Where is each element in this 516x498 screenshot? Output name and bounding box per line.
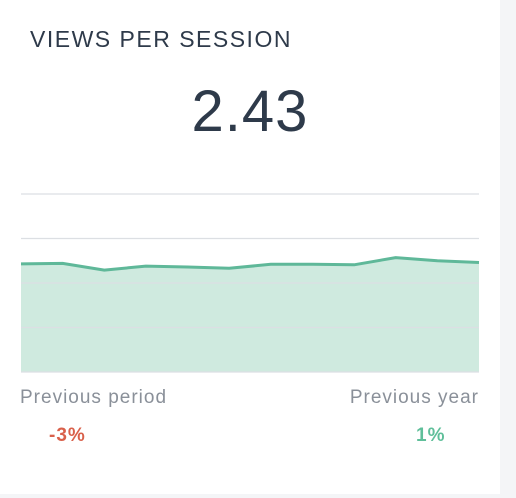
views-per-session-chart [20,193,480,373]
widget-title: VIEWS PER SESSION [30,26,292,52]
metric-value: 2.43 [191,79,309,144]
area-fill [21,257,479,372]
previous-period-change: -3% [49,425,86,446]
previous-year-label: Previous year [349,387,479,408]
series-line [20,256,480,272]
views-per-session-card: VIEWS PER SESSION 2.43 Previous period P… [0,0,500,494]
previous-year-change: 1% [416,425,446,446]
previous-period-label: Previous period [20,387,168,408]
chart-gridlines [21,193,479,373]
